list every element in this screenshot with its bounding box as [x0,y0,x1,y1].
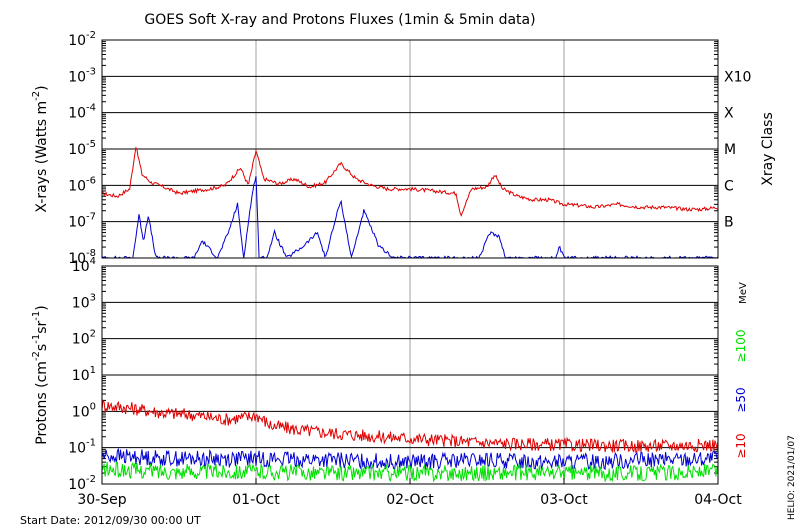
energy-channel-label: ≥10 [734,433,748,458]
x-tick-label: 02-Oct [386,492,434,508]
y-tick-label: 101 [72,365,96,384]
xray-class-label: X [724,106,734,122]
y-tick-label: 102 [72,329,96,348]
right-axis-label: Xray Class [760,112,776,186]
xray-class-label: C [724,178,734,194]
x-tick-label: 03-Oct [540,492,588,508]
protons-panel: 10-2 10-1 100 101 102 103 104 Protons (cm-2s-1s… [31,256,749,493]
plot-frame [101,39,719,259]
credit-label: HELIO: 2021/01/07 [787,435,797,520]
y-tick-label: 10-5 [68,139,96,158]
y-axis-label: X-rays (Watts m-2) [31,85,50,212]
x-tick-label: 30-Sep [77,492,126,508]
y-tick-label: 100 [72,401,96,420]
xray-class-label: M [724,142,736,158]
y-tick-label: 10-1 [68,438,96,457]
start-date-label: Start Date: 2012/09/30 00:00 UT [20,514,201,527]
series-line [101,146,719,217]
series-line [101,447,719,471]
y-tick-label: 10-7 [68,212,96,231]
series-line [101,461,719,483]
y-tick-label: 103 [72,292,96,311]
chart-title: GOES Soft X-ray and Protons Fluxes (1min… [144,12,535,28]
y-tick-label: 10-3 [68,66,96,85]
energy-channel-label: ≥50 [734,387,748,412]
energy-channel-label: ≥100 [734,330,748,363]
x-tick-label: 01-Oct [232,492,280,508]
y-tick-label: 10-6 [68,175,96,194]
x-tick-label: 04-Oct [694,492,742,508]
y-tick-label: 10-8 [68,248,96,267]
y-axis-label: Protons (cm-2s-1sr-1) [31,305,50,444]
y-tick-label: 104 [72,256,96,275]
series-line [101,176,719,259]
series-line [101,399,719,454]
y-tick-label: 10-2 [68,474,96,493]
xray-panel: 10-8 10-7 10-6 10-5 10-4 10-3 10-2 X-rays (Watt… [31,30,776,267]
x-axis: 30-Sep 01-Oct 02-Oct 03-Oct 04-Oct [77,478,742,508]
y-tick-label: 10-4 [68,103,96,122]
xray-class-label: B [724,215,734,231]
y-tick-label: 10-2 [68,30,96,49]
energy-unit-label: MeV [738,282,749,304]
xray-class-label: X10 [724,69,751,85]
